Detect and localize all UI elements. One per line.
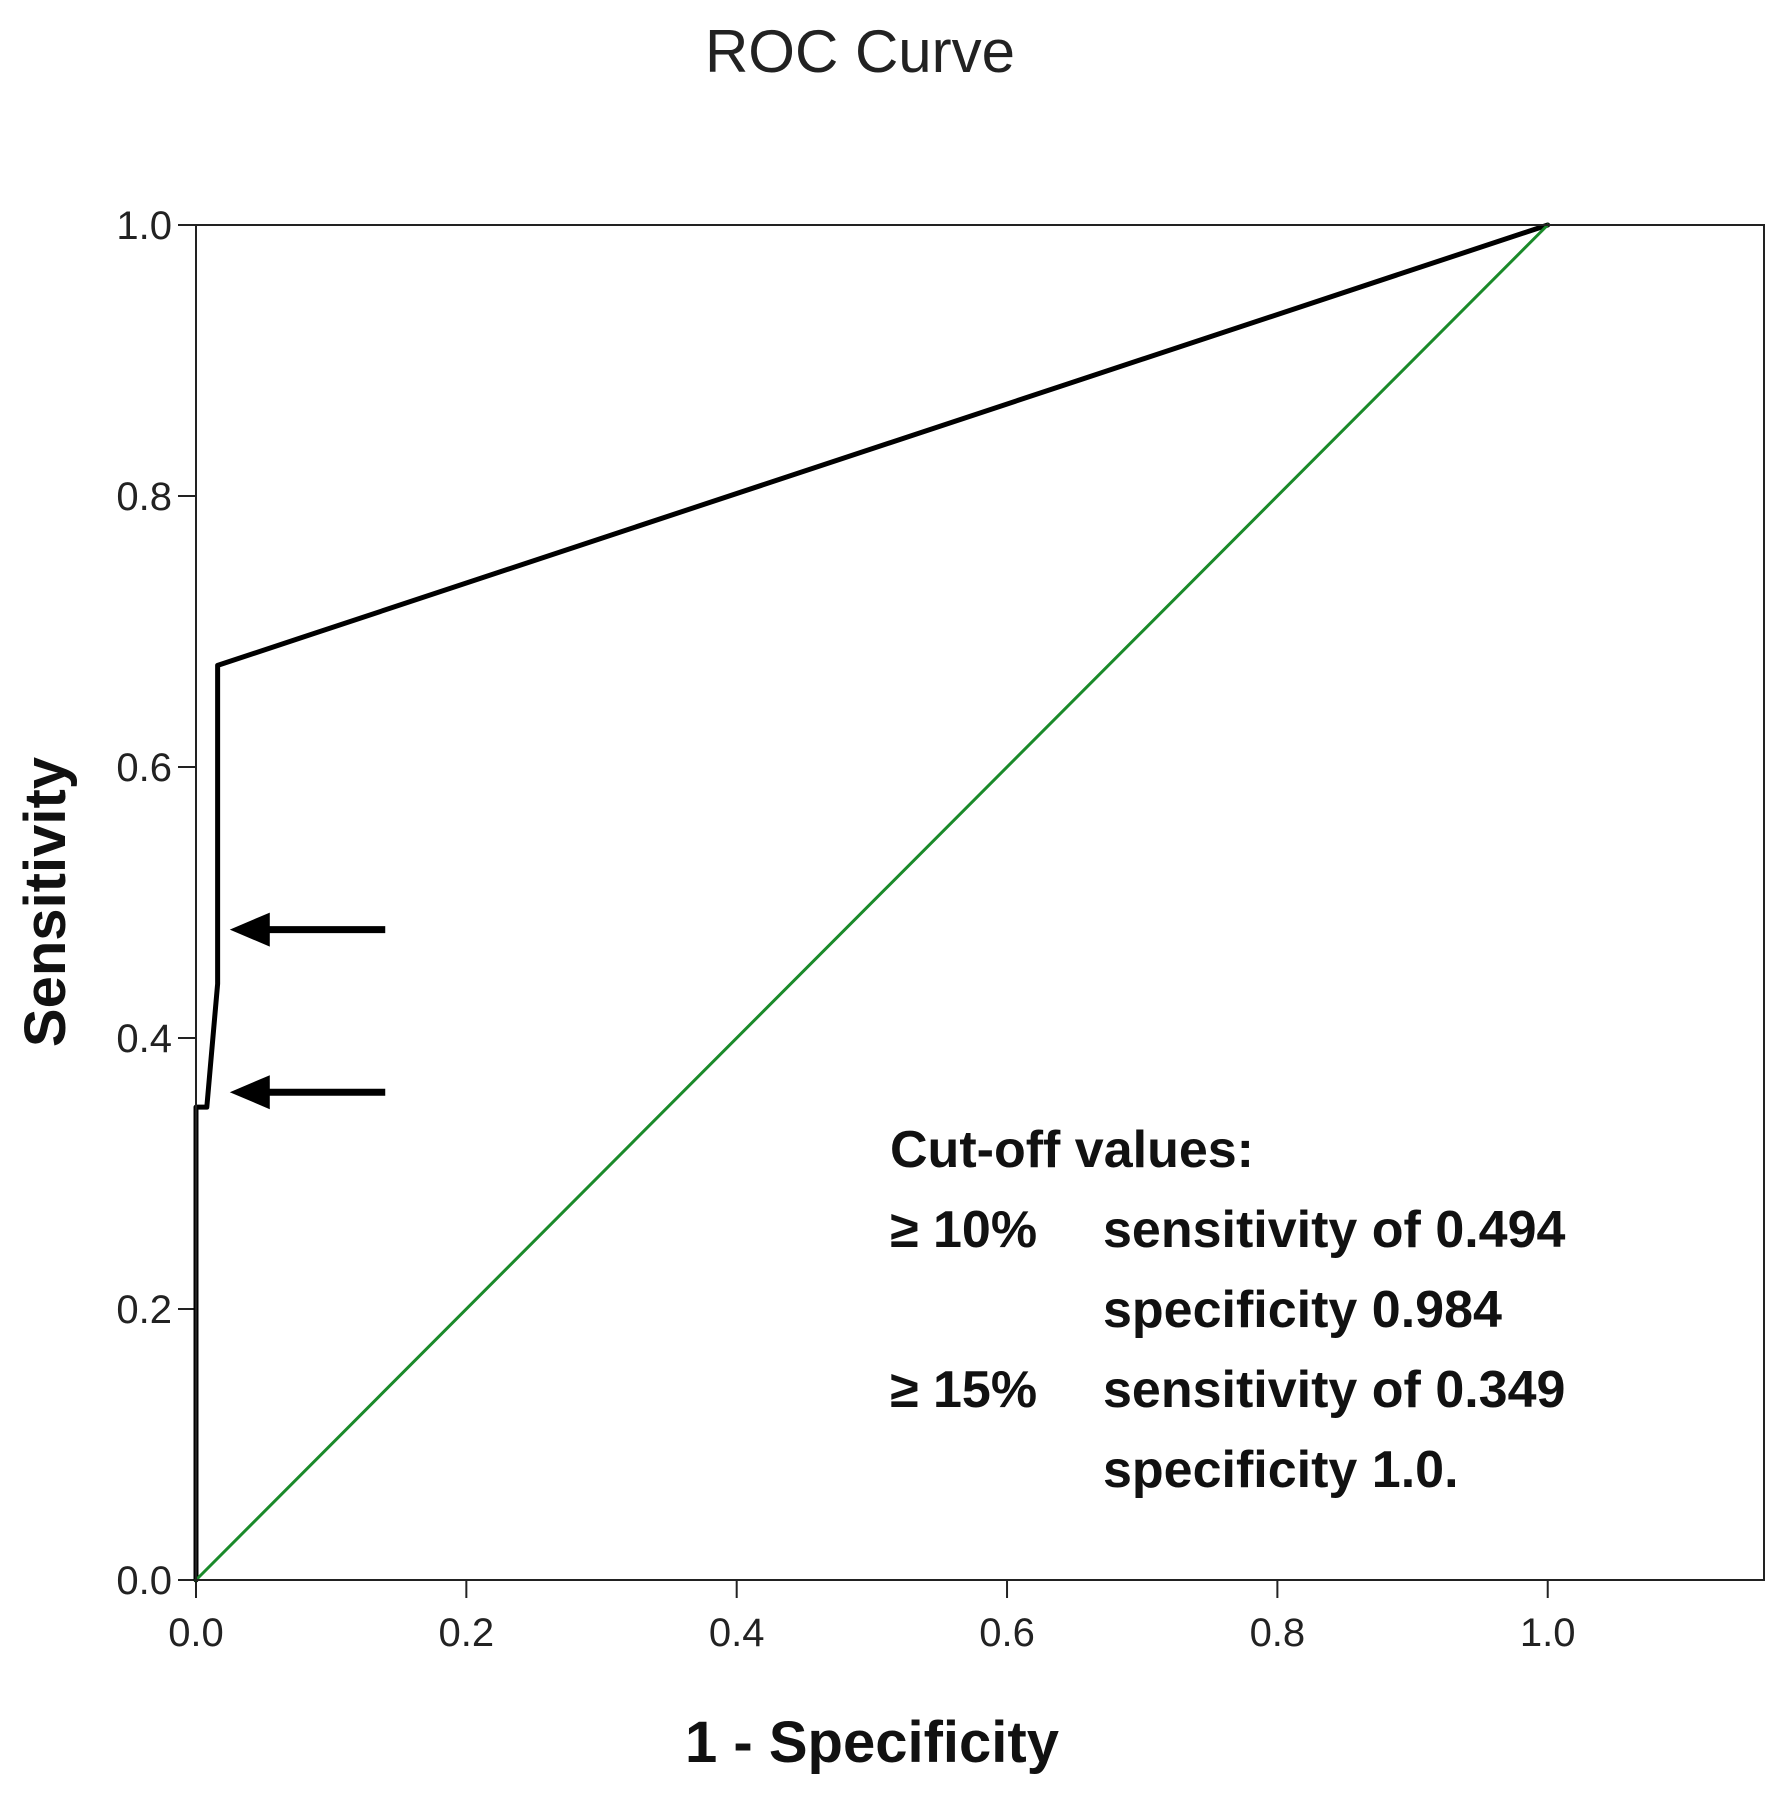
axis-ticks xyxy=(178,224,1549,1598)
annotation-threshold-10: ≥ 10% xyxy=(890,1201,1037,1259)
annotation-sensitivity-15: sensitivity of 0.349 xyxy=(1103,1361,1565,1419)
cutoff-annotation: Cut-off values: ≥ 10% sensitivity of 0.4… xyxy=(890,1121,1566,1499)
arrow-sensitivity-0.494-head xyxy=(229,912,270,947)
x-tick-label-0.6: 0.6 xyxy=(979,1611,1035,1655)
y-axis-label: Sensitivity xyxy=(13,757,78,1047)
y-tick-label-0.2: 0.2 xyxy=(116,1288,172,1332)
x-tick-label-0.8: 0.8 xyxy=(1250,1611,1306,1655)
arrow-layer xyxy=(229,912,386,1110)
arrow-sensitivity-0.494 xyxy=(229,912,386,947)
annotation-specificity-15: specificity 1.0. xyxy=(1103,1441,1459,1499)
annotation-threshold-15: ≥ 15% xyxy=(890,1361,1037,1419)
x-tick-label-0.4: 0.4 xyxy=(709,1611,765,1655)
y-tick-label-0.6: 0.6 xyxy=(116,746,172,790)
x-axis-label: 1 - Specificity xyxy=(685,1710,1059,1775)
plot-frame xyxy=(195,224,1765,1581)
chart-title: ROC Curve xyxy=(705,18,1015,85)
annotation-heading: Cut-off values: xyxy=(890,1121,1254,1179)
x-tick-label-0.0: 0.0 xyxy=(168,1611,224,1655)
y-tick-label-0.8: 0.8 xyxy=(116,475,172,519)
arrow-sensitivity-0.349 xyxy=(229,1075,386,1110)
annotation-sensitivity-10: sensitivity of 0.494 xyxy=(1103,1201,1566,1259)
y-tick-label-1.0: 1.0 xyxy=(116,204,172,248)
tick-labels: 0.0 0.2 0.4 0.6 0.8 1.0 0.0 0.2 0.4 0.6 0.8 1.0 xyxy=(116,204,1575,1655)
reference-diagonal-line xyxy=(194,223,1550,1582)
annotation-specificity-10: specificity 0.984 xyxy=(1103,1281,1502,1339)
x-tick-label-1.0: 1.0 xyxy=(1520,1611,1576,1655)
arrow-sensitivity-0.349-head xyxy=(229,1075,270,1110)
x-tick-label-0.2: 0.2 xyxy=(439,1611,495,1655)
y-tick-label-0.0: 0.0 xyxy=(116,1559,172,1603)
y-tick-label-0.4: 0.4 xyxy=(116,1017,172,1061)
